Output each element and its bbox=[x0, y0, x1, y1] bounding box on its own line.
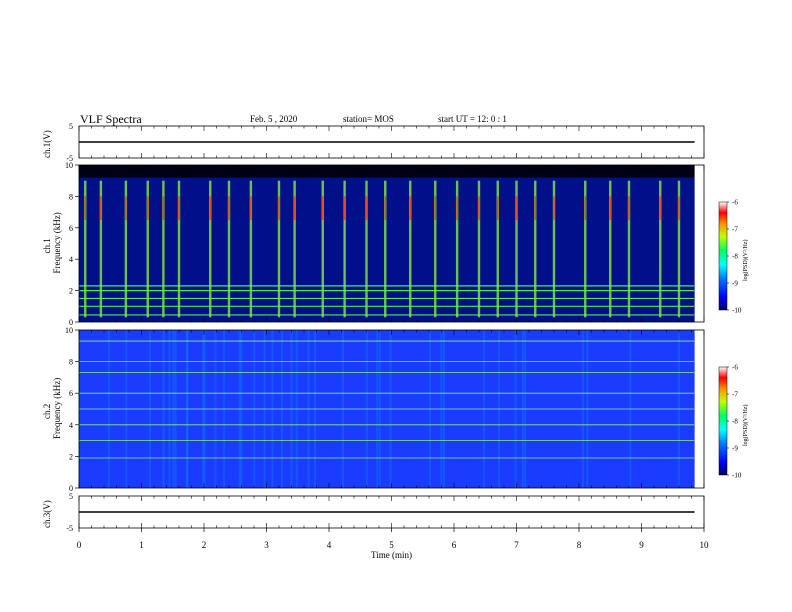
figure-title: VLF Spectra bbox=[80, 112, 142, 126]
y-tick-label: -5 bbox=[66, 154, 73, 163]
y-tick-label: 5 bbox=[69, 122, 73, 131]
start-time-label: start UT = 12: 0 : 1 bbox=[438, 114, 507, 124]
y-axis-label: ch.1(V) bbox=[42, 130, 52, 158]
spectrogram-background bbox=[79, 165, 704, 322]
panel-ch1-waveform bbox=[78, 125, 705, 159]
panel-ch1-spectrogram bbox=[75, 164, 729, 323]
station-label: station= MOS bbox=[343, 114, 394, 124]
date-label: Feb. 5 , 2020 bbox=[250, 114, 298, 124]
